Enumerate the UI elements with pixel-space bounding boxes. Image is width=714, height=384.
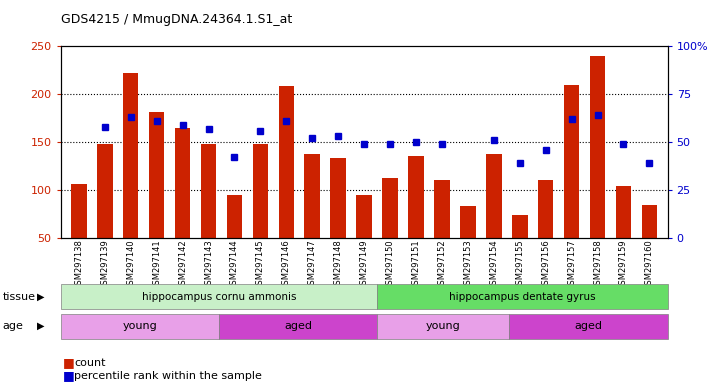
Bar (226, 195, 242, 238)
Bar (356, 195, 372, 238)
Text: young: young (426, 321, 461, 331)
Bar (97, 144, 113, 238)
Text: aged: aged (575, 321, 603, 331)
Bar (61, 314, 219, 339)
Text: count: count (74, 358, 106, 368)
Bar (434, 180, 450, 238)
Bar (123, 73, 139, 238)
Text: ▶: ▶ (37, 291, 45, 302)
Text: ■: ■ (63, 369, 74, 382)
Bar (377, 284, 668, 309)
Bar (486, 154, 502, 238)
Text: hippocampus cornu ammonis: hippocampus cornu ammonis (142, 291, 296, 302)
Text: hippocampus dentate gyrus: hippocampus dentate gyrus (449, 291, 595, 302)
Bar (512, 215, 528, 238)
Bar (408, 156, 424, 238)
Text: ▶: ▶ (37, 321, 45, 331)
Bar (564, 86, 579, 238)
Bar (253, 144, 268, 238)
Bar (590, 56, 605, 238)
Bar (149, 112, 164, 238)
Bar (278, 86, 294, 238)
Text: ■: ■ (63, 356, 74, 369)
Bar (201, 144, 216, 238)
Bar (460, 207, 476, 238)
Bar (377, 314, 509, 339)
Bar (331, 158, 346, 238)
Bar (538, 180, 553, 238)
Text: age: age (3, 321, 24, 331)
Bar (642, 205, 657, 238)
Text: percentile rank within the sample: percentile rank within the sample (74, 371, 262, 381)
Text: tissue: tissue (3, 291, 36, 302)
Text: aged: aged (284, 321, 312, 331)
Bar (304, 154, 320, 238)
Text: GDS4215 / MmugDNA.24364.1.S1_at: GDS4215 / MmugDNA.24364.1.S1_at (61, 13, 292, 26)
Bar (175, 127, 191, 238)
Bar (61, 284, 377, 309)
Text: young: young (123, 321, 157, 331)
Bar (71, 184, 86, 238)
Bar (615, 186, 631, 238)
Bar (219, 314, 377, 339)
Bar (382, 177, 398, 238)
Bar (509, 314, 668, 339)
